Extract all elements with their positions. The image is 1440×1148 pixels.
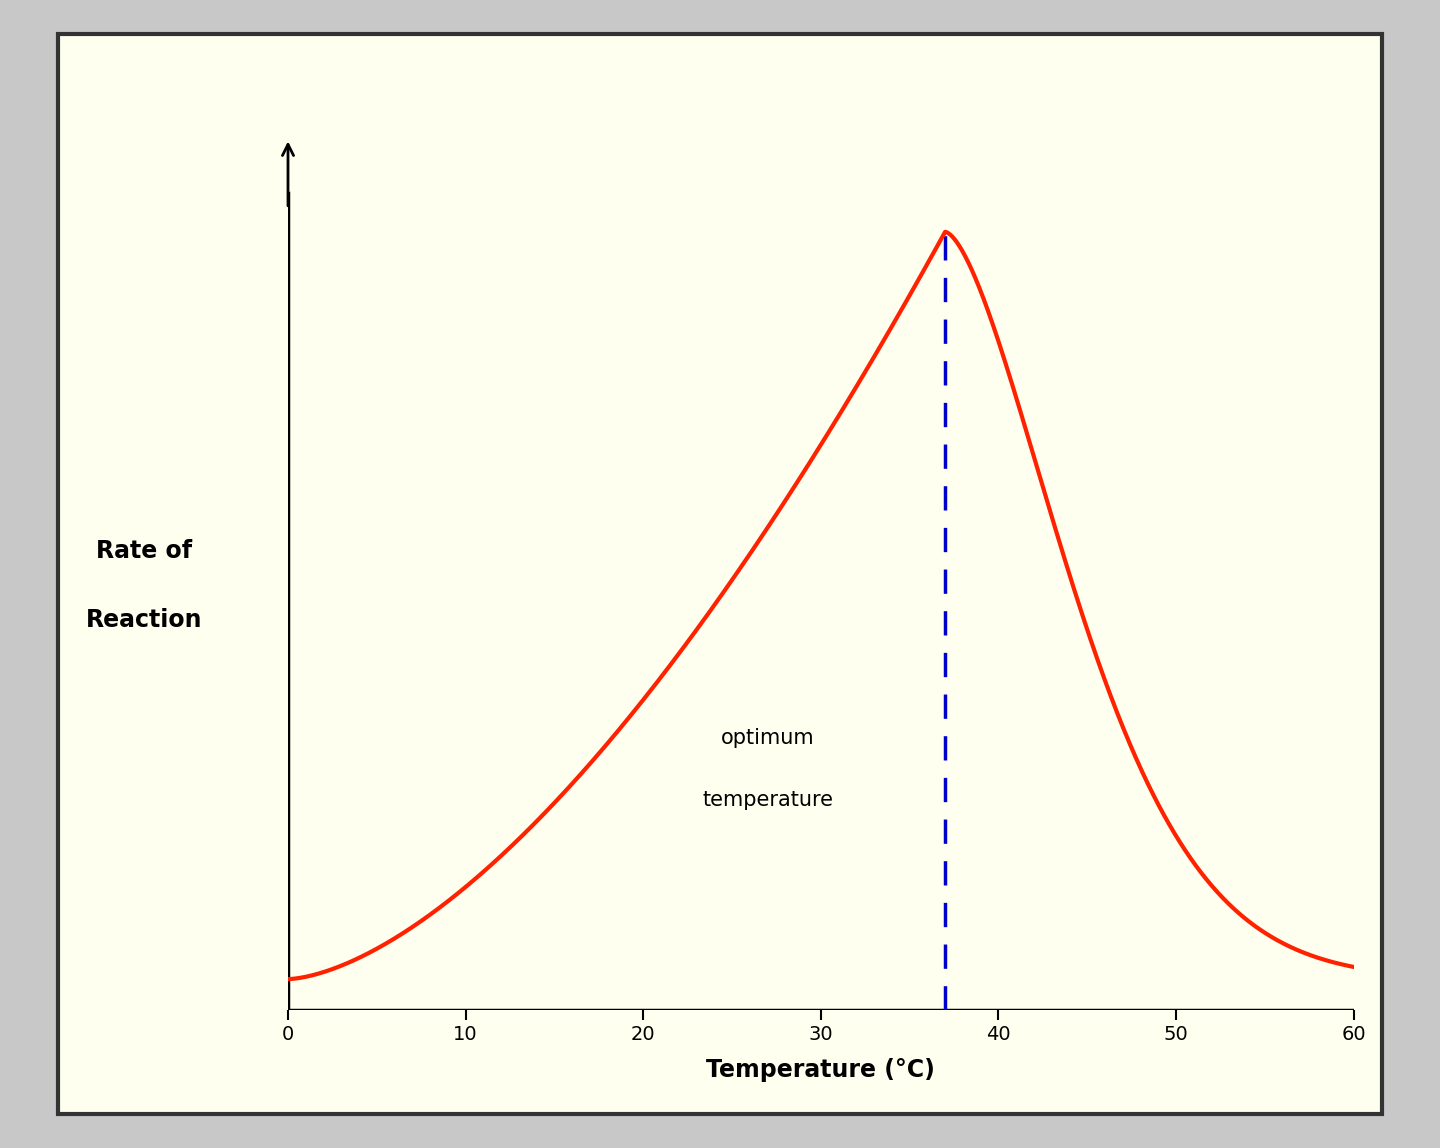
Text: temperature: temperature <box>703 790 832 810</box>
Text: Rate of: Rate of <box>96 540 192 563</box>
X-axis label: Temperature (°C): Temperature (°C) <box>707 1057 935 1081</box>
Text: Reaction: Reaction <box>86 608 202 631</box>
Text: optimum: optimum <box>720 728 815 747</box>
